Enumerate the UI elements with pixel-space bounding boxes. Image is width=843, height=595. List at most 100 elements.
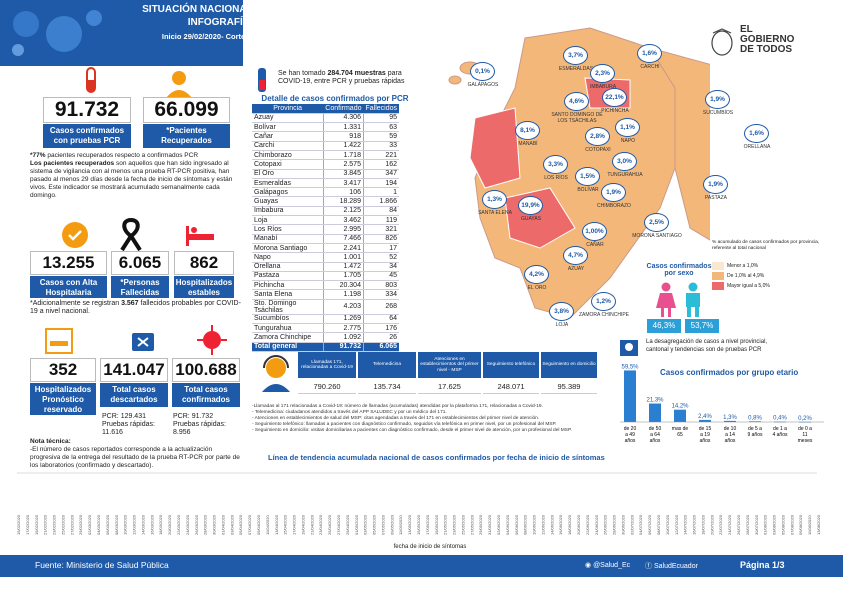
trend-date-tick: 30/07/2020	[754, 514, 759, 535]
calls-header: Llamadas 171, relacionadas a Covid-19	[298, 352, 356, 378]
map-province-name: CARCHI	[640, 64, 660, 70]
trend-date-tick: 16/06/2020	[558, 514, 563, 535]
trend-date-tick: 25/02/2020	[60, 514, 65, 535]
trend-date-tick: 14/03/2020	[140, 514, 145, 535]
trend-date-tick: 06/07/2020	[647, 514, 652, 535]
table-cell: 119	[362, 215, 399, 226]
table-row: Guayas 18.289 1.866	[252, 196, 399, 207]
map-province-pct: 1,9%	[703, 175, 728, 194]
map-legend-item: De 1,0% al 4,9%	[712, 272, 764, 280]
trend-date-tick: 28/03/2020	[203, 514, 208, 535]
trend-date-tick: 16/03/2020	[149, 514, 154, 535]
trend-date-tick: 10/06/2020	[532, 514, 537, 535]
discarded-breakdown: PCR: 129.431 Pruebas rápidas: 11.616	[102, 413, 155, 436]
calls-value: 95.389	[541, 380, 597, 394]
trend-date-tick: 28/06/2020	[612, 514, 617, 535]
trend-date-tick: 28/07/2020	[745, 514, 750, 535]
kpi-discharge-label: Casos con Alta Hospitalaria	[30, 276, 107, 298]
trend-date-tick: 08/07/2020	[656, 514, 661, 535]
footer-source: Fuente: Ministerio de Salud Pública	[35, 560, 169, 570]
map-province-name: GALÁPAGOS	[467, 82, 499, 88]
calls-value: 17.625	[418, 380, 481, 394]
map-province-pct: 0,1%	[470, 62, 495, 81]
table-cell: 1.269	[322, 314, 364, 325]
table-cell: Total general	[252, 342, 324, 352]
trend-date-tick: 09/04/2020	[256, 514, 261, 535]
coat-of-arms-icon	[711, 28, 733, 56]
trend-date-tick: 14/06/2020	[549, 514, 554, 535]
trend-date-tick: 13/04/2020	[274, 514, 279, 535]
table-cell: 1.092	[322, 332, 364, 343]
age-category-label: años	[725, 438, 736, 444]
calls-table: Llamadas 171, relacionadas a Covid-19 790…	[298, 352, 600, 400]
age-bar	[624, 370, 636, 422]
trend-date-tick: 05/05/2020	[372, 514, 377, 535]
legend-label: De 1,0% al 4,9%	[727, 273, 765, 279]
kpi-total-confirmed-label: Total casos confirmados	[172, 383, 240, 407]
age-bar-label: 1,3%	[723, 415, 737, 421]
footer-twitter[interactable]: ◉ @Salud_Ec	[585, 562, 631, 569]
table-cell: 3.845	[322, 169, 364, 179]
trend-date-tick: 04/07/2020	[638, 514, 643, 535]
table-cell: Guayas	[252, 196, 324, 207]
table-row: Napo 1.001 52	[252, 252, 399, 263]
trend-date-tick: 21/04/2020	[309, 514, 314, 535]
table-row: Santa Elena 1.198 334	[252, 289, 399, 300]
table-cell: 826	[362, 234, 399, 244]
map-province-name: COTOPAXI	[585, 147, 611, 153]
map-pin-icon	[620, 340, 638, 356]
trend-date-tick: 19/04/2020	[300, 514, 305, 535]
table-cell: 221	[362, 150, 399, 161]
table-row: Bolívar 1.331 63	[252, 122, 399, 133]
table-row: Azuay 4.306 95	[252, 113, 399, 124]
trend-date-tick: 20/03/2020	[167, 514, 172, 535]
footer-facebook[interactable]: ⓕ SaludEcuador	[645, 563, 698, 570]
trend-date-tick: 04/06/2020	[505, 514, 510, 535]
trend-date-tick: 06/03/2020	[105, 514, 110, 535]
map-province-pct: 3,7%	[563, 46, 588, 65]
virus-illustration-icon	[12, 10, 102, 56]
map-province-pct: 8,1%	[515, 121, 540, 140]
trend-date-tick: 04/03/2020	[96, 514, 101, 535]
trend-date-tick: 17/05/2020	[425, 514, 430, 535]
trend-date-tick: 23/05/2020	[452, 514, 457, 535]
discarded-test-icon	[132, 333, 154, 351]
trend-date-tick: 26/07/2020	[736, 514, 741, 535]
table-cell: Cotopaxi	[252, 159, 324, 170]
table-cell: 194	[362, 178, 399, 189]
trend-date-tick: 12/07/2020	[674, 514, 679, 535]
trend-date-tick: 08/06/2020	[523, 514, 528, 535]
table-cell: Azuay	[252, 113, 324, 124]
trend-date-tick: 27/02/2020	[69, 514, 74, 535]
kpi-reserved-label: Hospitalizados Pronóstico reservado	[30, 383, 96, 415]
map-legend-item: Mayor igual a 5,0%	[712, 282, 770, 290]
trend-date-tick: 09/08/2020	[798, 514, 803, 535]
trend-xlabel: fecha de inicio de síntomas	[393, 544, 467, 550]
samples-note: Se han tomado 284.704 muestras para COVI…	[278, 70, 405, 85]
table-row: Pichincha 20.304 803	[252, 280, 399, 291]
kpi-discharge-value: 13.255	[30, 251, 107, 275]
map-province-name: AZUAY	[567, 266, 585, 272]
map-province-pct: 1,9%	[601, 183, 626, 202]
trend-chart: 15/02/2020 17/02/2020 19/02/2020 21/02/2020…	[16, 472, 821, 535]
table-cell: 17	[362, 243, 399, 254]
trend-date-tick: 20/06/2020	[576, 514, 581, 535]
table-cell: Tungurahua	[252, 323, 324, 334]
table-cell: Sucumbíos	[252, 314, 324, 325]
age-category-label: 65	[677, 432, 683, 438]
map-galapagos-island	[448, 75, 462, 85]
trend-date-tick: 08/03/2020	[114, 514, 119, 535]
map-province-name: SUCUMBÍOS	[702, 110, 734, 116]
kpi-confirmed-pcr-value: 91.732	[43, 97, 131, 123]
calls-value: 135.734	[358, 380, 416, 394]
legend-swatch	[712, 262, 724, 270]
table-header: Confirmado	[323, 104, 364, 114]
map-province-name: MORONA SANTIAGO	[632, 233, 682, 239]
table-cell: 18.289	[322, 196, 364, 207]
trend-date-tick: 24/03/2020	[185, 514, 190, 535]
map-province-name: BOLÍVAR	[577, 187, 599, 193]
table-cell: 4.203	[322, 299, 364, 315]
table-row: Chimborazo 1.718 221	[252, 150, 399, 161]
table-row: Esmeraldas 3.417 194	[252, 178, 399, 189]
trend-date-tick: 21/02/2020	[43, 514, 48, 535]
